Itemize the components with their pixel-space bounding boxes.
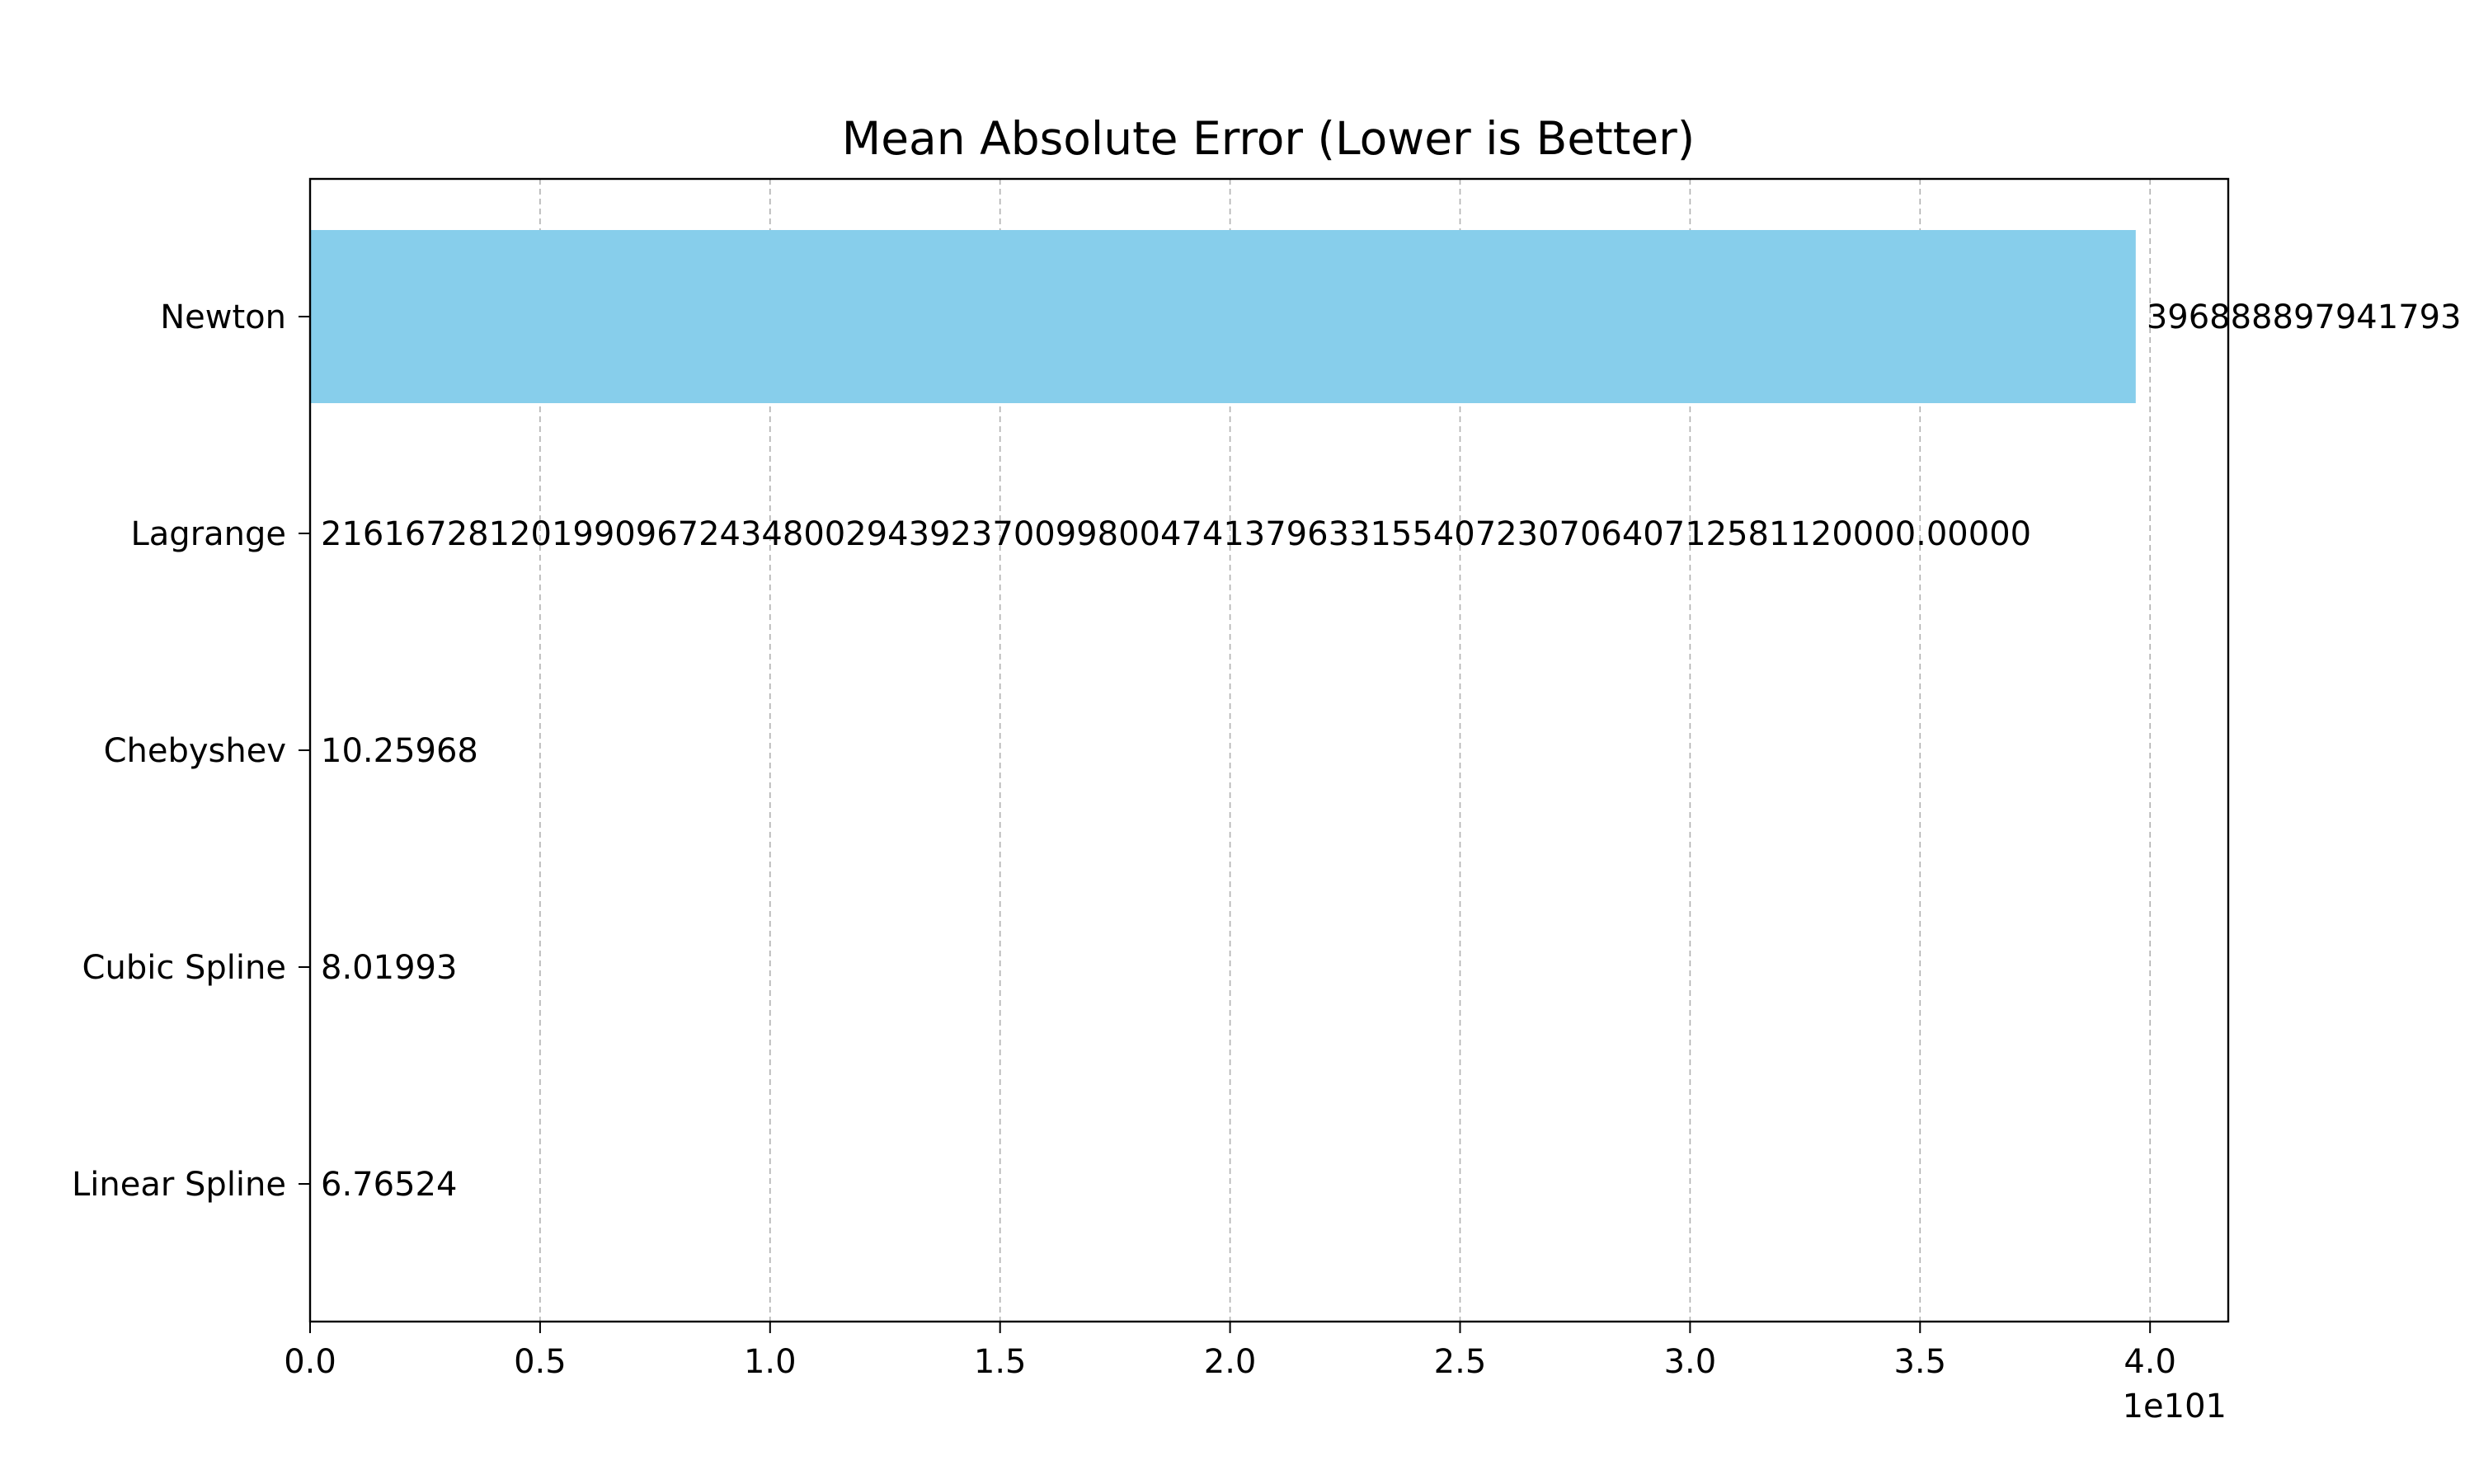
y-tick-label: Lagrange bbox=[131, 515, 287, 553]
bar-value-label: 6.76524 bbox=[321, 1166, 457, 1204]
x-tick-label: 2.0 bbox=[1204, 1343, 1257, 1381]
bar-value-label: 10.25968 bbox=[321, 732, 478, 770]
x-tick-label: 1.0 bbox=[744, 1343, 797, 1381]
x-axis-ticks: 0.0 0.5 1.0 1.5 2.0 2.5 3.0 3.5 4.0 bbox=[284, 1322, 2176, 1381]
bar-value-label: 396888897941793 bbox=[2147, 298, 2462, 336]
y-axis-ticks: Newton Lagrange Chebyshev Cubic Spline Linea… bbox=[72, 298, 310, 1204]
bar-value-labels: 396888897941793 2161672812019909672434800… bbox=[321, 298, 2462, 1204]
chart-title: Mean Absolute Error (Lower is Better) bbox=[842, 112, 1695, 165]
x-tick-label: 1.5 bbox=[974, 1343, 1027, 1381]
x-tick-label: 4.0 bbox=[2124, 1343, 2176, 1381]
bar-value-label: 8.01993 bbox=[321, 949, 457, 987]
x-axis-scale-label: 1e101 bbox=[2123, 1388, 2227, 1425]
bar-value-label: 2161672812019909672434800294392370099800… bbox=[321, 515, 2031, 553]
y-tick-label: Newton bbox=[160, 298, 286, 336]
x-tick-label: 0.5 bbox=[514, 1343, 567, 1381]
x-tick-label: 3.5 bbox=[1893, 1343, 1946, 1381]
x-tick-label: 3.0 bbox=[1664, 1343, 1717, 1381]
y-tick-label: Chebyshev bbox=[104, 732, 286, 770]
x-tick-label: 2.5 bbox=[1434, 1343, 1487, 1381]
y-tick-label: Linear Spline bbox=[72, 1166, 286, 1204]
y-tick-label: Cubic Spline bbox=[82, 949, 286, 987]
x-tick-label: 0.0 bbox=[284, 1343, 336, 1381]
bars bbox=[310, 230, 2136, 403]
bar-newton bbox=[310, 230, 2136, 403]
